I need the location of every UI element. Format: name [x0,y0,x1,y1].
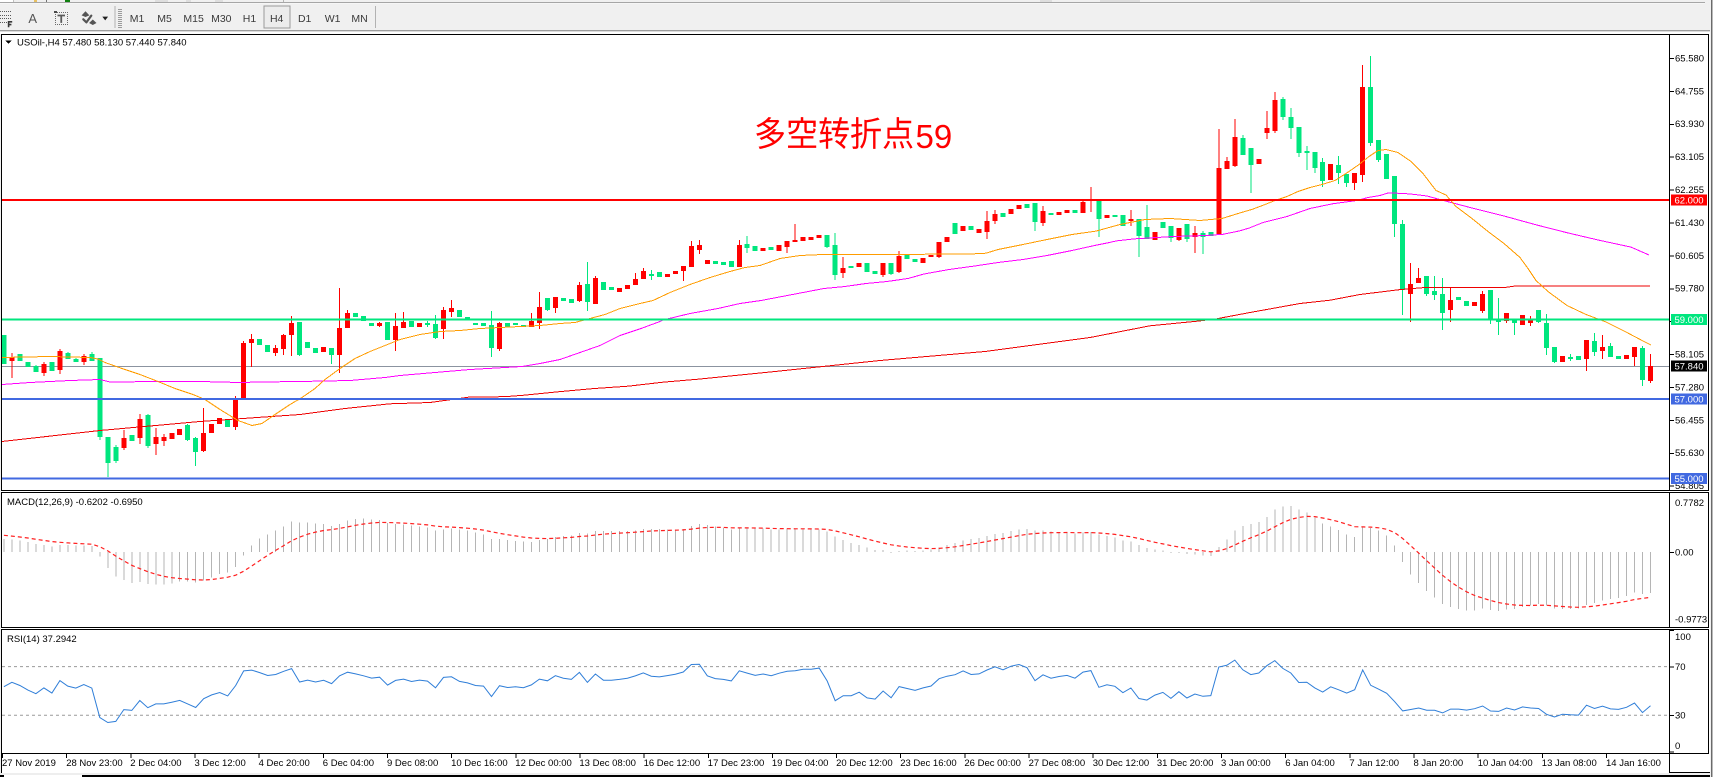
svg-text:60.605: 60.605 [1675,251,1704,262]
svg-text:57.280: 57.280 [1675,382,1704,393]
svg-text:12 Dec 00:00: 12 Dec 00:00 [515,758,572,769]
svg-text:61.430: 61.430 [1675,218,1704,229]
svg-text:2 Dec 04:00: 2 Dec 04:00 [130,758,181,769]
svg-text:23 Dec 16:00: 23 Dec 16:00 [900,758,957,769]
svg-text:62.000: 62.000 [1674,195,1703,206]
svg-text:RSI(14) 37.2942: RSI(14) 37.2942 [7,634,77,645]
svg-text:6 Jan 04:00: 6 Jan 04:00 [1285,758,1335,769]
svg-text:63.105: 63.105 [1675,152,1704,163]
svg-text:55.630: 55.630 [1675,448,1704,459]
svg-text:W1: W1 [325,13,341,25]
svg-text:63.930: 63.930 [1675,119,1704,130]
svg-text:26 Dec 00:00: 26 Dec 00:00 [964,758,1021,769]
svg-text:100: 100 [1675,632,1691,643]
svg-text:57.000: 57.000 [1674,394,1703,405]
svg-text:54.805: 54.805 [1675,481,1704,492]
svg-text:MACD(12,26,9) -0.6202 -0.6950: MACD(12,26,9) -0.6202 -0.6950 [7,497,143,508]
svg-text:-0.9773: -0.9773 [1675,614,1707,625]
svg-text:27 Dec 08:00: 27 Dec 08:00 [1029,758,1086,769]
svg-text:30 Dec 12:00: 30 Dec 12:00 [1093,758,1150,769]
svg-text:M1: M1 [130,13,145,25]
svg-text:8 Jan 20:00: 8 Jan 20:00 [1414,758,1464,769]
svg-text:10 Jan 04:00: 10 Jan 04:00 [1478,758,1533,769]
svg-text:14 Jan 16:00: 14 Jan 16:00 [1606,758,1661,769]
svg-text:A: A [28,11,37,26]
svg-text:65.580: 65.580 [1675,53,1704,64]
svg-text:58.105: 58.105 [1675,350,1704,361]
svg-text:10 Dec 16:00: 10 Dec 16:00 [451,758,508,769]
svg-text:0.7782: 0.7782 [1675,498,1704,509]
svg-text:3 Jan 00:00: 3 Jan 00:00 [1221,758,1271,769]
svg-text:0.00: 0.00 [1675,547,1694,558]
svg-text:55.000: 55.000 [1674,474,1703,485]
svg-text:MN: MN [351,13,367,25]
svg-text:59: 59 [916,118,953,155]
svg-text:M15: M15 [183,13,204,25]
svg-text:17 Dec 23:00: 17 Dec 23:00 [708,758,765,769]
svg-text:57.840: 57.840 [1674,361,1703,372]
svg-text:19 Dec 04:00: 19 Dec 04:00 [772,758,829,769]
svg-text:31 Dec 20:00: 31 Dec 20:00 [1157,758,1214,769]
svg-text:M30: M30 [211,13,232,25]
svg-text:D1: D1 [298,13,312,25]
svg-text:6 Dec 04:00: 6 Dec 04:00 [323,758,374,769]
svg-text:56.455: 56.455 [1675,415,1704,426]
svg-text:H4: H4 [270,13,284,25]
svg-text:28 Nov 23:00: 28 Nov 23:00 [66,758,123,769]
svg-text:59.000: 59.000 [1674,315,1703,326]
svg-text:4 Dec 20:00: 4 Dec 20:00 [259,758,310,769]
svg-text:USOil-,H4 57.480 58.130 57.44: USOil-,H4 57.480 58.130 57.440 57.840 [17,38,187,49]
svg-text:64.755: 64.755 [1675,86,1704,97]
svg-text:59.780: 59.780 [1675,284,1704,295]
svg-text:62.255: 62.255 [1675,185,1704,196]
svg-text:9 Dec 08:00: 9 Dec 08:00 [387,758,438,769]
svg-text:3 Dec 12:00: 3 Dec 12:00 [195,758,246,769]
svg-text:M5: M5 [157,13,172,25]
svg-text:16 Dec 12:00: 16 Dec 12:00 [644,758,701,769]
svg-text:13 Dec 08:00: 13 Dec 08:00 [579,758,636,769]
svg-text:30: 30 [1675,711,1686,722]
svg-text:H1: H1 [243,13,257,25]
svg-text:0: 0 [1675,741,1680,752]
svg-text:27 Nov 2019: 27 Nov 2019 [2,758,56,769]
svg-text:13 Jan 08:00: 13 Jan 08:00 [1542,758,1597,769]
svg-text:70: 70 [1675,662,1686,673]
svg-text:20 Dec 12:00: 20 Dec 12:00 [836,758,893,769]
svg-text:7 Jan 12:00: 7 Jan 12:00 [1349,758,1399,769]
